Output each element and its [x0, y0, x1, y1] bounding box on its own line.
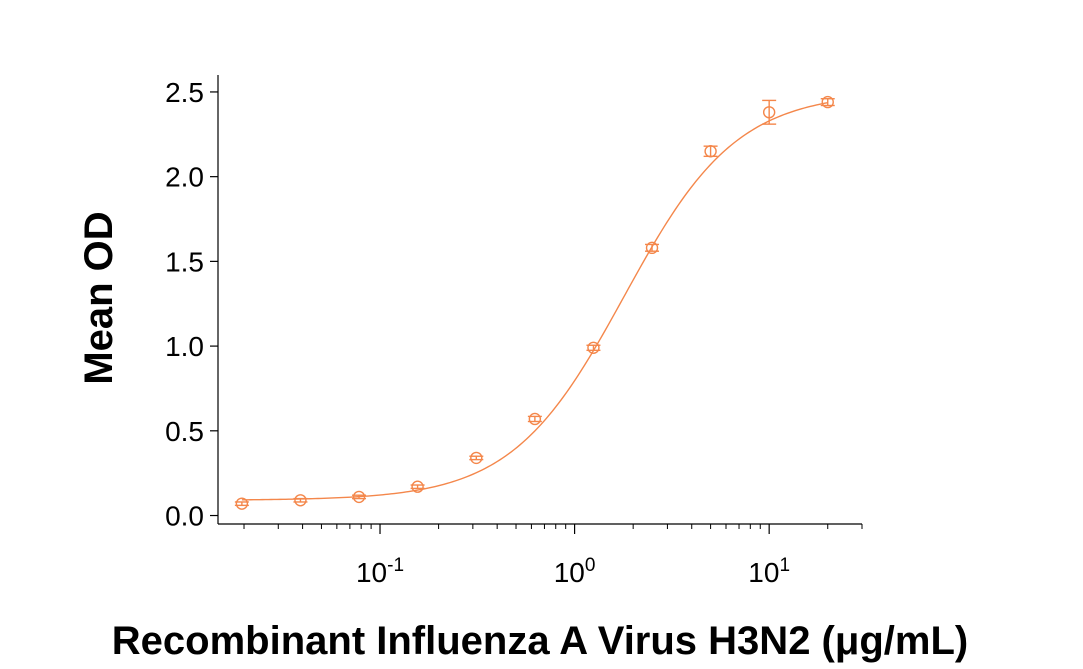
- y-tick-label: 1.0: [165, 331, 204, 362]
- y-tick-label: 2.5: [165, 77, 204, 108]
- x-axis-title: Recombinant Influenza A Virus H3N2 (μg/m…: [112, 619, 968, 663]
- data-points-group: [234, 95, 835, 510]
- x-tick-label: 10-1: [356, 555, 404, 588]
- data-point: [762, 106, 776, 119]
- data-point: [470, 451, 483, 465]
- data-point: [411, 480, 424, 493]
- data-point: [235, 497, 249, 510]
- data-point: [645, 241, 659, 255]
- fit-curve: [241, 101, 828, 501]
- data-point: [821, 95, 834, 109]
- data-point: [294, 494, 307, 507]
- y-axis-title: Mean OD: [77, 211, 121, 384]
- fit-curve-group: [241, 101, 828, 501]
- data-point: [528, 412, 542, 426]
- data-point: [704, 145, 717, 158]
- y-tick-label: 2.0: [165, 162, 204, 193]
- x-tick-label: 101: [748, 555, 790, 588]
- axes: [217, 75, 862, 525]
- data-point: [587, 341, 600, 354]
- ticks: 0.0 0.5 1.0 1.5 2.0 2.5 10-1 100 101: [165, 77, 863, 588]
- x-tick-label: 100: [554, 555, 596, 588]
- y-tick-label: 0.5: [165, 416, 204, 447]
- data-point: [352, 490, 366, 504]
- y-tick-label: 0.0: [165, 501, 204, 532]
- y-tick-label: 1.5: [165, 246, 204, 277]
